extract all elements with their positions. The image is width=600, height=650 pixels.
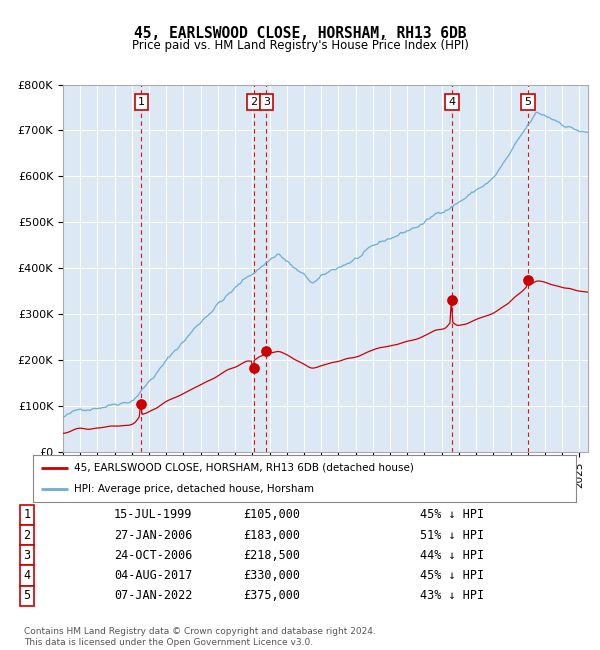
Text: 4: 4 [23, 569, 31, 582]
Text: 04-AUG-2017: 04-AUG-2017 [114, 569, 193, 582]
Point [523, 274, 533, 285]
Text: Contains HM Land Registry data © Crown copyright and database right 2024.
This d: Contains HM Land Registry data © Crown c… [24, 627, 376, 647]
Text: 15-JUL-1999: 15-JUL-1999 [114, 508, 193, 521]
Point [262, 346, 271, 357]
Text: 5: 5 [524, 98, 532, 107]
Point [447, 295, 457, 306]
Text: £218,500: £218,500 [243, 549, 300, 562]
Point [136, 398, 146, 409]
Text: £183,000: £183,000 [243, 528, 300, 541]
Text: 43% ↓ HPI: 43% ↓ HPI [420, 589, 484, 602]
Text: 07-JAN-2022: 07-JAN-2022 [114, 589, 193, 602]
Text: 5: 5 [23, 589, 31, 602]
Text: 4: 4 [448, 98, 455, 107]
Text: 44% ↓ HPI: 44% ↓ HPI [420, 549, 484, 562]
Point [249, 363, 259, 373]
Text: 3: 3 [23, 549, 31, 562]
Text: 45, EARLSWOOD CLOSE, HORSHAM, RH13 6DB: 45, EARLSWOOD CLOSE, HORSHAM, RH13 6DB [134, 26, 466, 41]
Text: 3: 3 [263, 98, 270, 107]
Text: £375,000: £375,000 [243, 589, 300, 602]
Text: 45, EARLSWOOD CLOSE, HORSHAM, RH13 6DB (detached house): 45, EARLSWOOD CLOSE, HORSHAM, RH13 6DB (… [74, 463, 413, 473]
Text: 1: 1 [137, 98, 145, 107]
Text: Price paid vs. HM Land Registry's House Price Index (HPI): Price paid vs. HM Land Registry's House … [131, 39, 469, 52]
Text: 2: 2 [250, 98, 257, 107]
Text: 27-JAN-2006: 27-JAN-2006 [114, 528, 193, 541]
Text: 2: 2 [23, 528, 31, 541]
Text: HPI: Average price, detached house, Horsham: HPI: Average price, detached house, Hors… [74, 484, 314, 494]
Text: £330,000: £330,000 [243, 569, 300, 582]
Text: 51% ↓ HPI: 51% ↓ HPI [420, 528, 484, 541]
Text: 45% ↓ HPI: 45% ↓ HPI [420, 569, 484, 582]
Text: 1: 1 [23, 508, 31, 521]
Text: 45% ↓ HPI: 45% ↓ HPI [420, 508, 484, 521]
Text: 24-OCT-2006: 24-OCT-2006 [114, 549, 193, 562]
Text: £105,000: £105,000 [243, 508, 300, 521]
